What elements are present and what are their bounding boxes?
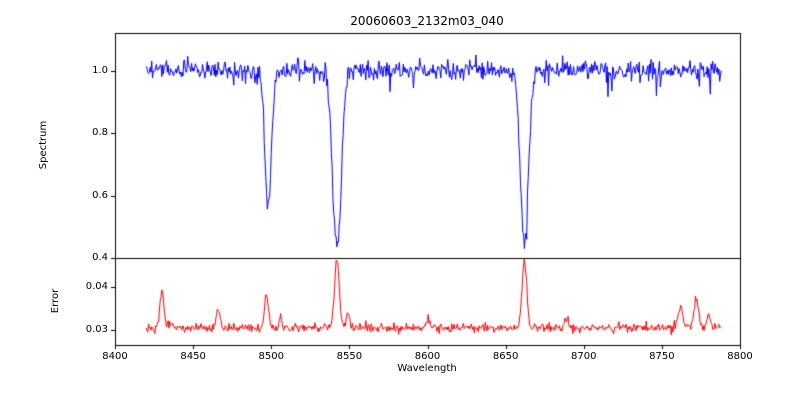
- x-axis-label: Wavelength: [397, 363, 457, 374]
- x-tick-label: 8400: [102, 351, 128, 362]
- spectrum-axis-label: Spectrum: [38, 120, 49, 170]
- y-tick-label-error: 0.03: [85, 324, 108, 335]
- y-tick-label-spectrum: 0.6: [92, 189, 108, 201]
- y-tick-label-spectrum: 0.4: [92, 252, 108, 263]
- x-tick-label: 8700: [571, 351, 597, 362]
- y-tick-label-spectrum: 1.0: [92, 64, 108, 76]
- chart-title: 20060603_2132m03_040: [350, 14, 504, 28]
- x-tick-label: 8800: [727, 351, 753, 362]
- y-tick-label-spectrum: 0.8: [92, 127, 108, 138]
- x-tick-label: 8650: [492, 351, 519, 362]
- x-tick-label: 8450: [180, 351, 206, 362]
- x-tick-label: 8550: [336, 351, 363, 362]
- error-axis-label: Error: [50, 288, 61, 314]
- x-tick-label: 8600: [414, 351, 441, 362]
- y-tick-label-error: 0.04: [85, 281, 108, 293]
- x-tick-label: 8750: [649, 351, 675, 362]
- x-tick-label: 8500: [258, 351, 284, 362]
